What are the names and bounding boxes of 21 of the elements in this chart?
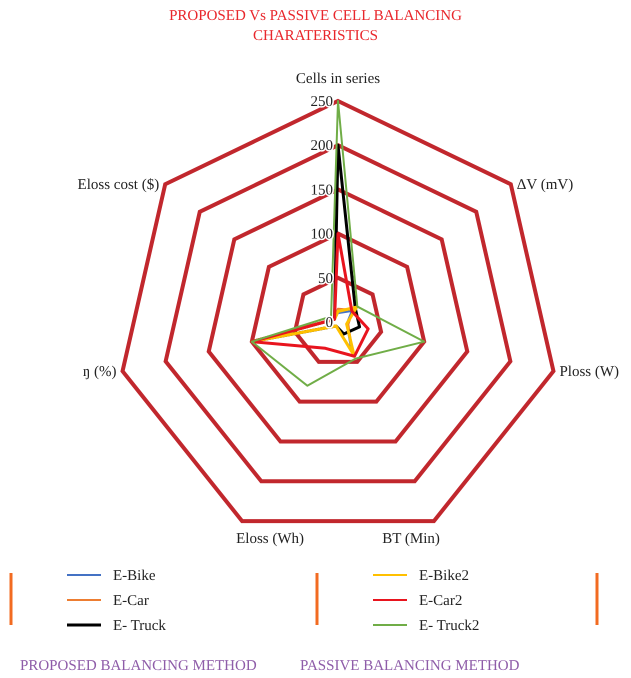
text: PASSIVE BALANCING METHOD — [300, 658, 520, 674]
legend-label: E-Bike2 — [419, 568, 469, 584]
y-tick-label: 250 — [310, 94, 333, 110]
chart-title: PROPOSED Vs PASSIVE CELL BALANCING CHARATERISTICS — [169, 8, 462, 44]
spoke-label: ΔV (mV) — [516, 177, 574, 194]
y-tick-label: 100 — [310, 226, 333, 243]
spoke-label: Cells in series — [296, 71, 380, 87]
legend-label: E-Bike — [113, 568, 156, 584]
y-tick-label: 150 — [310, 182, 333, 198]
legend-label: E- Truck2 — [419, 618, 480, 634]
spoke-label: Eloss (Wh) — [236, 531, 304, 548]
text: PROPOSED BALANCING METHOD — [20, 658, 257, 674]
spoke-label: BT (Min) — [382, 531, 440, 548]
spoke-label: Eloss cost ($) — [78, 177, 160, 194]
legend-label: E-Car2 — [419, 593, 462, 609]
spoke-label: ŋ (%) — [82, 364, 117, 380]
y-tick-label: 0 — [326, 315, 333, 331]
legend-label: E-Car — [113, 593, 149, 609]
y-tick-label: 200 — [310, 138, 333, 154]
spoke-label: Ploss (W) — [559, 364, 620, 380]
legend-label: E- Truck — [113, 618, 166, 634]
